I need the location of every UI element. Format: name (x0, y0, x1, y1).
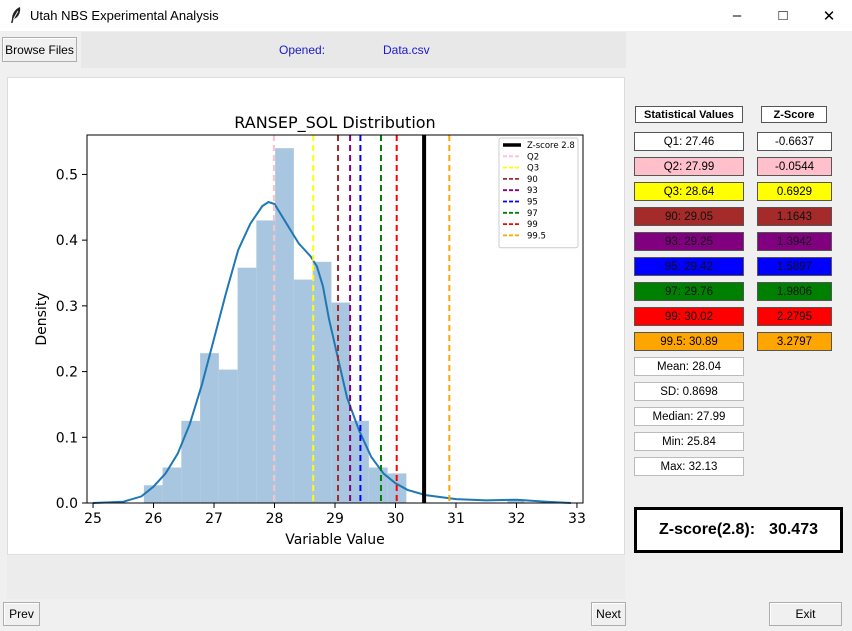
next-button[interactable]: Next (591, 602, 626, 626)
maximize-icon[interactable]: □ (778, 7, 788, 24)
zscore-result-label: Z-score(2.8): (659, 521, 756, 538)
histogram-bar (507, 499, 525, 503)
legend-label: 99 (527, 220, 538, 230)
zscore-cell: -0.0544 (757, 157, 832, 176)
histogram-bar (181, 420, 201, 503)
x-axis-label: Variable Value (285, 532, 385, 548)
zscore-header: Z-Score (761, 106, 827, 123)
browse-files-button[interactable]: Browse Files (2, 37, 77, 62)
zscore-result-box: Z-score(2.8): 30.473 (634, 507, 843, 553)
plot-canvas: 25 26 27 28 29 30 31 32 33 0.0 0.1 0.2 0.3 0.4 0.5 RANS… (7, 77, 625, 555)
stat-value-cell: Q2: 27.99 (634, 157, 744, 176)
stat-value-cell: 90: 29.05 (634, 207, 744, 226)
histogram-bar (275, 148, 294, 503)
stat-value-cell: 99.5: 30.89 (634, 332, 744, 351)
zscore-cell: 1.5897 (757, 257, 832, 276)
statistical-values-header: Statistical Values (635, 106, 743, 123)
prev-button[interactable]: Prev (3, 602, 40, 626)
stat-value-cell: 93: 29.25 (634, 232, 744, 251)
y-tick-label: 0.2 (56, 365, 78, 381)
file-info-bar (81, 32, 626, 68)
y-tick-label: 0.1 (56, 430, 78, 446)
window-title: Utah NBS Experimental Analysis (30, 8, 219, 23)
stat-value-cell: Q1: 27.46 (634, 132, 744, 151)
summary-stat-cell: SD: 0.8698 (634, 382, 744, 401)
legend-label: 97 (527, 209, 538, 219)
y-tick-label: 0.5 (56, 167, 78, 183)
summary-stat-cell: Max: 32.13 (634, 457, 744, 476)
summary-stat-cell: Median: 27.99 (634, 407, 744, 426)
histogram-bar (162, 467, 182, 503)
x-tick-label: 29 (326, 511, 344, 527)
distribution-chart: 25 26 27 28 29 30 31 32 33 0.0 0.1 0.2 0.3 0.4 0.5 RANS… (34, 113, 586, 548)
close-icon[interactable]: ✕ (822, 7, 836, 25)
histogram-bar (331, 302, 351, 503)
histogram-bar (200, 353, 219, 503)
y-axis-label: Density (34, 292, 50, 345)
x-tick-label: 28 (266, 511, 284, 527)
legend-box (498, 137, 579, 249)
chart-title: RANSEP_SOL Distribution (234, 113, 435, 133)
minimize-icon[interactable]: – (732, 7, 742, 24)
x-tick-label: 30 (387, 511, 405, 527)
legend-label: 99.5 (527, 231, 546, 241)
histogram-bar (368, 467, 388, 503)
histogram-bar (256, 220, 276, 503)
stat-value-cell: 97: 29.76 (634, 282, 744, 301)
y-tick-label: 0.4 (56, 233, 78, 249)
zscore-cell: 0.6929 (757, 182, 832, 201)
opened-label: Opened: (279, 43, 326, 57)
zscore-result-value: 30.473 (769, 521, 818, 538)
histogram-bar (312, 261, 332, 503)
legend-label: 95 (527, 198, 538, 208)
x-tick-label: 31 (447, 511, 465, 527)
opened-filename: Data.csv (383, 43, 430, 57)
x-tick-label: 32 (508, 511, 526, 527)
zscore-cell: -0.6637 (757, 132, 832, 151)
zscore-cell: 2.2795 (757, 307, 832, 326)
y-tick-label: 0.0 (56, 496, 78, 512)
feather-icon (11, 7, 21, 23)
stat-value-cell: 99: 30.02 (634, 307, 744, 326)
zscore-cell: 1.9806 (757, 282, 832, 301)
stat-value-cell: Q3: 28.64 (634, 182, 744, 201)
kde-line (92, 200, 571, 504)
legend-label: Q3 (527, 164, 539, 174)
histogram-bar (293, 279, 313, 503)
histogram-bar (218, 369, 238, 503)
summary-stat-cell: Mean: 28.04 (634, 357, 744, 376)
x-tick-label: 25 (84, 511, 102, 527)
x-tick-label: 27 (205, 511, 223, 527)
title-bar: Utah NBS Experimental Analysis – □ ✕ (0, 0, 852, 31)
zscore-cell: 3.2797 (757, 332, 832, 351)
x-tick-label: 26 (145, 511, 163, 527)
zscore-cell: 1.3942 (757, 232, 832, 251)
x-tick-label: 33 (568, 511, 586, 527)
legend-label: 93 (527, 186, 538, 196)
zscore-cell: 1.1643 (757, 207, 832, 226)
summary-stat-cell: Min: 25.84 (634, 432, 744, 451)
legend-label: Z-score 2.8 (527, 141, 575, 151)
plot-toolbar-area (7, 556, 625, 599)
exit-button[interactable]: Exit (769, 602, 842, 626)
y-tick-label: 0.3 (56, 299, 78, 315)
legend-label: Q2 (527, 152, 539, 162)
histogram-bar (237, 267, 257, 503)
stat-value-cell: 95: 29.42 (634, 257, 744, 276)
legend-label: 90 (527, 175, 538, 185)
